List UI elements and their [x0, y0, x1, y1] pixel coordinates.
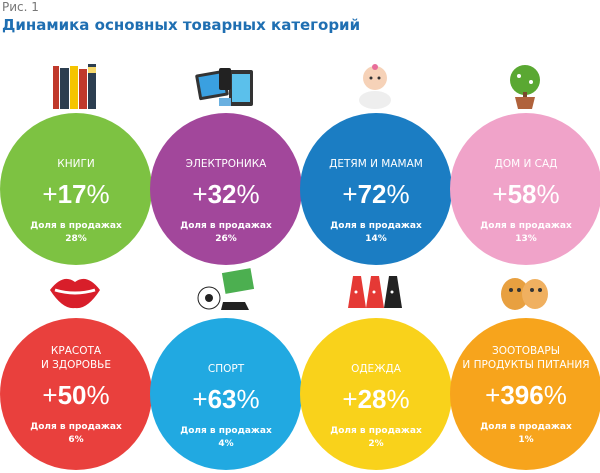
sales-share: Доля в продажах 6%	[30, 422, 122, 445]
category-circle: ДЕТЯМ И МАМАМ +72% Доля в продажах 14%	[300, 113, 452, 265]
books-icon	[53, 64, 96, 109]
category-name: ОДЕЖДА	[351, 363, 401, 375]
lips-icon	[50, 278, 100, 309]
sales-share: Доля в продажах 28%	[30, 221, 122, 244]
category-circle: ЭЛЕКТРОНИКА +32% Доля в продажах 26%	[150, 113, 302, 265]
tablets-icon	[195, 68, 253, 106]
growth-value: +32%	[192, 179, 260, 209]
category-name: ДОМ И САД	[494, 158, 558, 170]
category-name: ЭЛЕКТРОНИКА	[185, 158, 267, 170]
growth-value: +17%	[42, 179, 110, 209]
category-circle: ОДЕЖДА +28% Доля в продажах 2%	[300, 318, 452, 470]
sales-share: Доля в продажах 26%	[180, 221, 272, 244]
category-name: ДЕТЯМ И МАМАМ	[329, 158, 423, 170]
category-name: КНИГИ	[57, 158, 95, 170]
sales-share: Доля в продажах 4%	[180, 426, 272, 449]
category-name: КРАСОТА И ЗДОРОВЬЕ	[40, 345, 112, 371]
pets-icon	[501, 278, 548, 310]
sales-share: Доля в продажах 14%	[330, 221, 422, 244]
figure-label: Рис. 1	[2, 0, 39, 14]
growth-value: +396%	[485, 380, 567, 410]
growth-value: +72%	[342, 179, 410, 209]
baby-icon	[359, 64, 391, 109]
sales-share: Доля в продажах 13%	[480, 221, 572, 244]
category-circle: ДОМ И САД +58% Доля в продажах 13%	[450, 113, 600, 265]
plant-icon	[510, 65, 540, 109]
growth-value: +63%	[192, 384, 260, 414]
category-circle: ЗООТОВАРЫ И ПРОДУКТЫ ПИТАНИЯ +396% Доля …	[450, 318, 600, 470]
category-name: ЗООТОВАРЫ И ПРОДУКТЫ ПИТАНИЯ	[462, 345, 590, 371]
sales-share: Доля в продажах 2%	[330, 426, 422, 449]
sales-share: Доля в продажах 1%	[480, 422, 572, 445]
category-name: СПОРТ	[207, 363, 245, 375]
growth-value: +58%	[492, 179, 560, 209]
soccer-icon	[197, 268, 255, 310]
category-circle: КНИГИ +17% Доля в продажах 28%	[0, 113, 152, 265]
page-title: Динамика основных товарных категорий	[2, 16, 361, 34]
growth-value: +28%	[342, 384, 410, 414]
category-circle: КРАСОТА И ЗДОРОВЬЕ +50% Доля в продажах 6…	[0, 318, 152, 470]
dresses-icon	[348, 276, 402, 308]
category-circle: СПОРТ +63% Доля в продажах 4%	[150, 318, 302, 470]
growth-value: +50%	[42, 380, 110, 410]
